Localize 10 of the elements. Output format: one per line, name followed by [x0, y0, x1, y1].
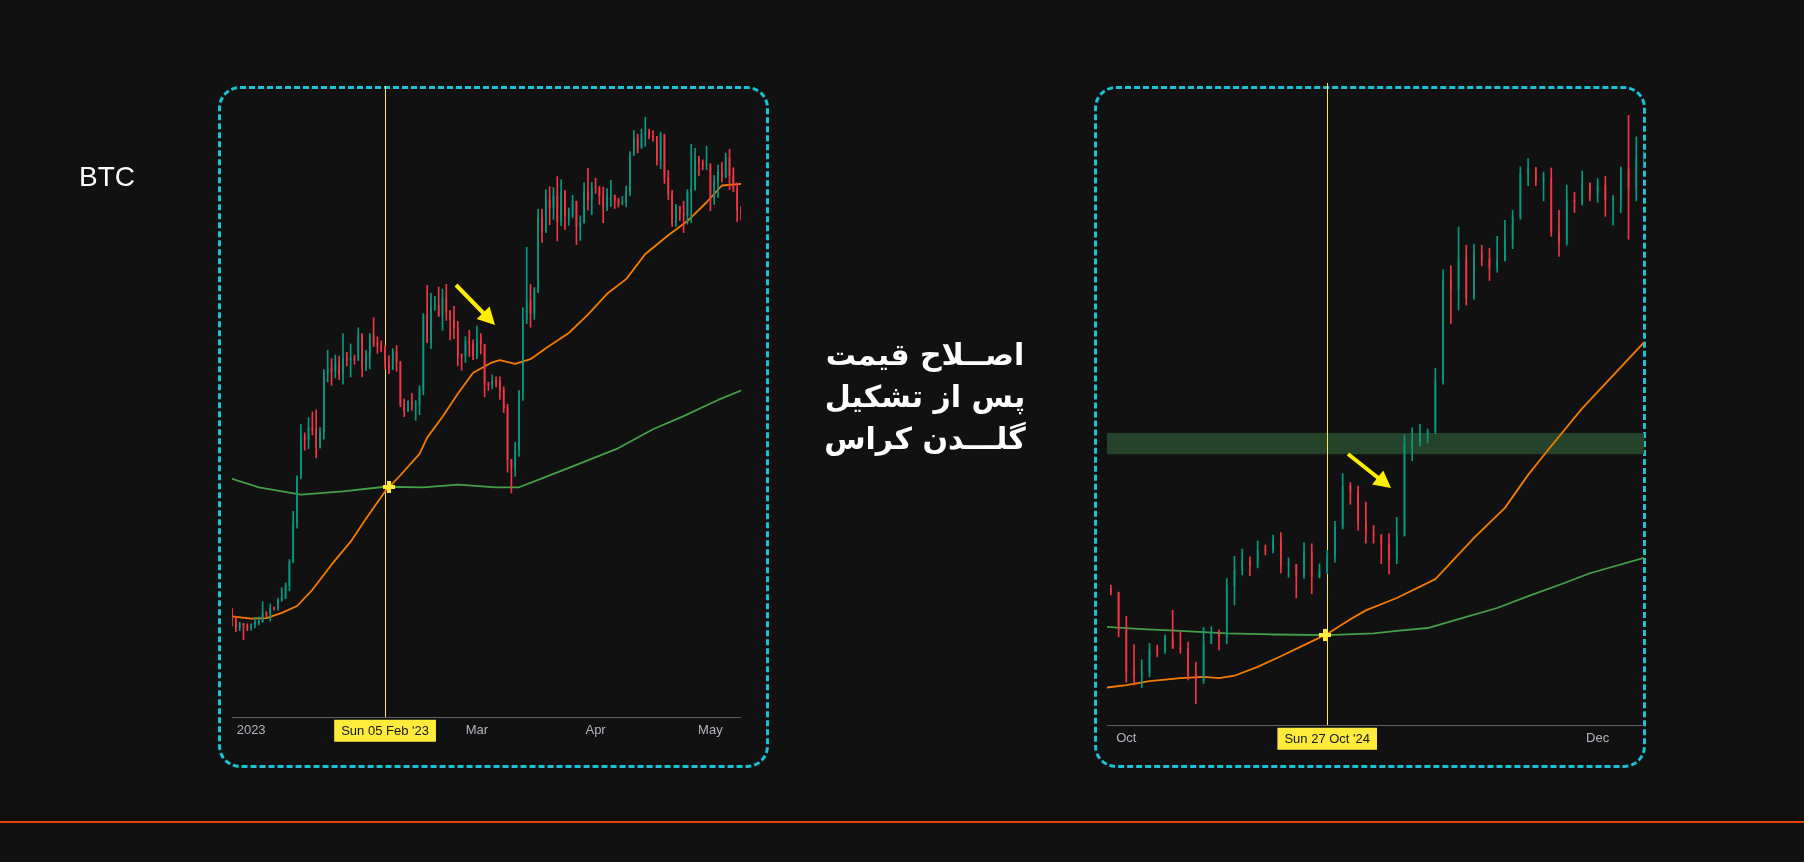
ref-line-label: Sun 27 Oct '24	[1284, 731, 1371, 747]
x-tick-label: May	[698, 722, 724, 738]
text: اصــلاح قیمت پس از تشکیل گلـــدن کراس	[823, 336, 1027, 458]
x-tick-label: Mar	[465, 722, 489, 738]
text: BTC	[79, 161, 136, 192]
x-tick-label: Oct	[1116, 730, 1137, 746]
x-tick-label: Dec	[1586, 730, 1610, 746]
x-tick-label: 2023	[236, 722, 266, 738]
ref-line-label: Sun 05 Feb '23	[341, 723, 429, 739]
x-tick-label: Apr	[585, 722, 607, 738]
